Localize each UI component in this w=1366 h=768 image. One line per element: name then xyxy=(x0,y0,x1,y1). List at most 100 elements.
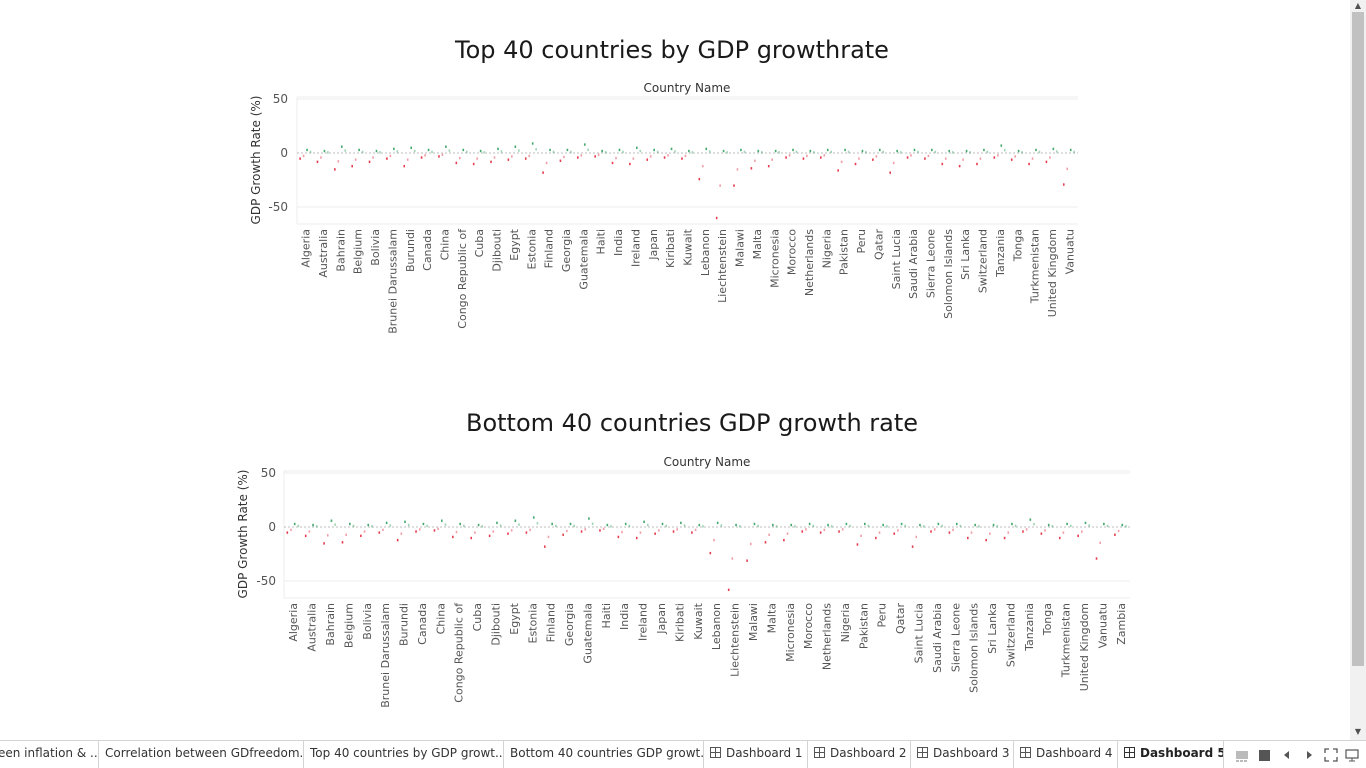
data-point xyxy=(849,524,851,528)
data-point xyxy=(297,524,300,528)
data-point xyxy=(1062,183,1065,186)
scroll-up-icon[interactable]: ▲ xyxy=(1354,1,1362,10)
data-point xyxy=(602,527,605,531)
chart-top-40[interactable]: Country Name GDP Growth Rate (%) 50 0 -50 Alg… xyxy=(0,0,1350,370)
x-tick-label: Finland xyxy=(545,603,558,642)
data-point xyxy=(536,522,539,525)
data-point xyxy=(551,522,553,526)
data-point xyxy=(844,148,846,152)
data-point xyxy=(1052,147,1055,151)
data-point xyxy=(775,525,778,528)
data-point xyxy=(632,157,635,160)
data-point xyxy=(837,169,839,172)
dashboard-icon xyxy=(710,747,721,758)
x-tick-label: Solomon Islands xyxy=(968,603,981,693)
tab-sheet-inflation[interactable]: een inflation & ... xyxy=(0,741,99,768)
data-point xyxy=(1021,151,1023,154)
data-point xyxy=(649,155,652,158)
data-point xyxy=(622,150,624,154)
data-point xyxy=(722,149,725,153)
data-point xyxy=(396,150,399,153)
data-point xyxy=(738,525,741,528)
data-point xyxy=(629,162,631,166)
data-point xyxy=(819,531,822,534)
show-filmstrip-icon[interactable] xyxy=(1235,747,1251,763)
next-tab-icon[interactable] xyxy=(1301,747,1317,763)
x-tick-label: Algeria xyxy=(300,229,313,268)
tab-label: Dashboard 2 xyxy=(830,746,907,760)
x-tick-label: Peru xyxy=(876,603,889,628)
data-point xyxy=(1011,522,1013,526)
data-point xyxy=(396,538,399,542)
data-point xyxy=(444,523,447,526)
data-point xyxy=(997,154,999,157)
sheet-tab-bar: een inflation & ... Correlation between … xyxy=(0,740,1366,768)
data-point xyxy=(746,559,748,562)
x-tick-label: Netherlands xyxy=(821,603,834,670)
data-point xyxy=(683,524,686,527)
data-point xyxy=(427,148,430,152)
tab-dashboard-2[interactable]: Dashboard 2 xyxy=(808,741,911,768)
data-point xyxy=(976,162,978,166)
vertical-scrollbar[interactable]: ▲ ▼ xyxy=(1350,0,1366,740)
data-point xyxy=(878,531,881,534)
data-point xyxy=(323,542,325,545)
data-point xyxy=(1084,521,1087,525)
y-tick-label: 0 xyxy=(280,146,288,160)
tab-sheet-top-40[interactable]: Top 40 countries by GDP growt... xyxy=(304,741,504,768)
data-point xyxy=(1069,524,1072,528)
tab-dashboard-1[interactable]: Dashboard 1 xyxy=(704,741,808,768)
tab-sheet-correlation[interactable]: Correlation between GDfreedom... xyxy=(99,741,304,768)
data-point xyxy=(483,151,485,154)
tab-label: Dashboard 1 xyxy=(726,746,803,760)
data-point xyxy=(552,150,555,154)
data-point xyxy=(970,531,973,534)
x-tick-label: Sri Lanka xyxy=(986,603,999,654)
x-tick-label: Vanuatu xyxy=(1096,603,1109,648)
tab-sheet-bottom-40[interactable]: Bottom 40 countries GDP growt... xyxy=(504,741,704,768)
tab-dashboard-5[interactable]: Dashboard 5 xyxy=(1118,741,1224,768)
data-point xyxy=(549,148,551,152)
data-point xyxy=(583,143,586,146)
data-point xyxy=(606,523,609,527)
x-tick-label: Switzerland xyxy=(977,229,990,293)
data-point xyxy=(795,150,798,154)
data-point xyxy=(531,142,534,145)
data-point xyxy=(713,538,715,542)
data-point xyxy=(452,535,454,539)
data-point xyxy=(897,529,899,532)
x-tick-label: Belgium xyxy=(352,229,365,274)
dashboard-icon xyxy=(1020,747,1031,758)
scroll-down-icon[interactable]: ▼ xyxy=(1354,727,1362,736)
data-point xyxy=(379,151,381,154)
data-point xyxy=(740,148,742,152)
chart-bottom-40[interactable]: Country Name GDP Growth Rate (%) 50 0 -50 Alg… xyxy=(0,0,1350,740)
data-point xyxy=(309,150,312,154)
data-point xyxy=(691,531,693,534)
x-tick-label: Egypt xyxy=(508,228,521,260)
scrollbar-thumb[interactable] xyxy=(1352,12,1364,666)
data-point xyxy=(809,149,812,153)
dashboard-icon xyxy=(814,747,825,758)
x-tick-label: Saint Lucia xyxy=(890,229,903,289)
data-point xyxy=(681,157,683,160)
data-point xyxy=(691,151,694,154)
data-point xyxy=(1069,148,1072,152)
x-tick-label: Australia xyxy=(317,229,330,278)
data-point xyxy=(951,151,954,154)
presentation-icon[interactable] xyxy=(1344,747,1360,763)
data-point xyxy=(985,538,987,542)
x-tick-label: Solomon Islands xyxy=(942,229,955,319)
data-point xyxy=(361,150,364,154)
tab-dashboard-3[interactable]: Dashboard 3 xyxy=(911,741,1014,768)
data-point xyxy=(771,158,773,161)
tab-dashboard-4[interactable]: Dashboard 4 xyxy=(1014,741,1118,768)
data-point xyxy=(731,557,734,560)
prev-tab-icon[interactable] xyxy=(1280,747,1296,763)
data-point xyxy=(924,157,926,160)
x-tick-label: Zambia xyxy=(1115,603,1128,645)
fullscreen-icon[interactable] xyxy=(1323,747,1339,763)
data-point xyxy=(702,525,704,528)
data-point xyxy=(720,524,723,527)
show-tabs-icon[interactable] xyxy=(1257,747,1273,763)
